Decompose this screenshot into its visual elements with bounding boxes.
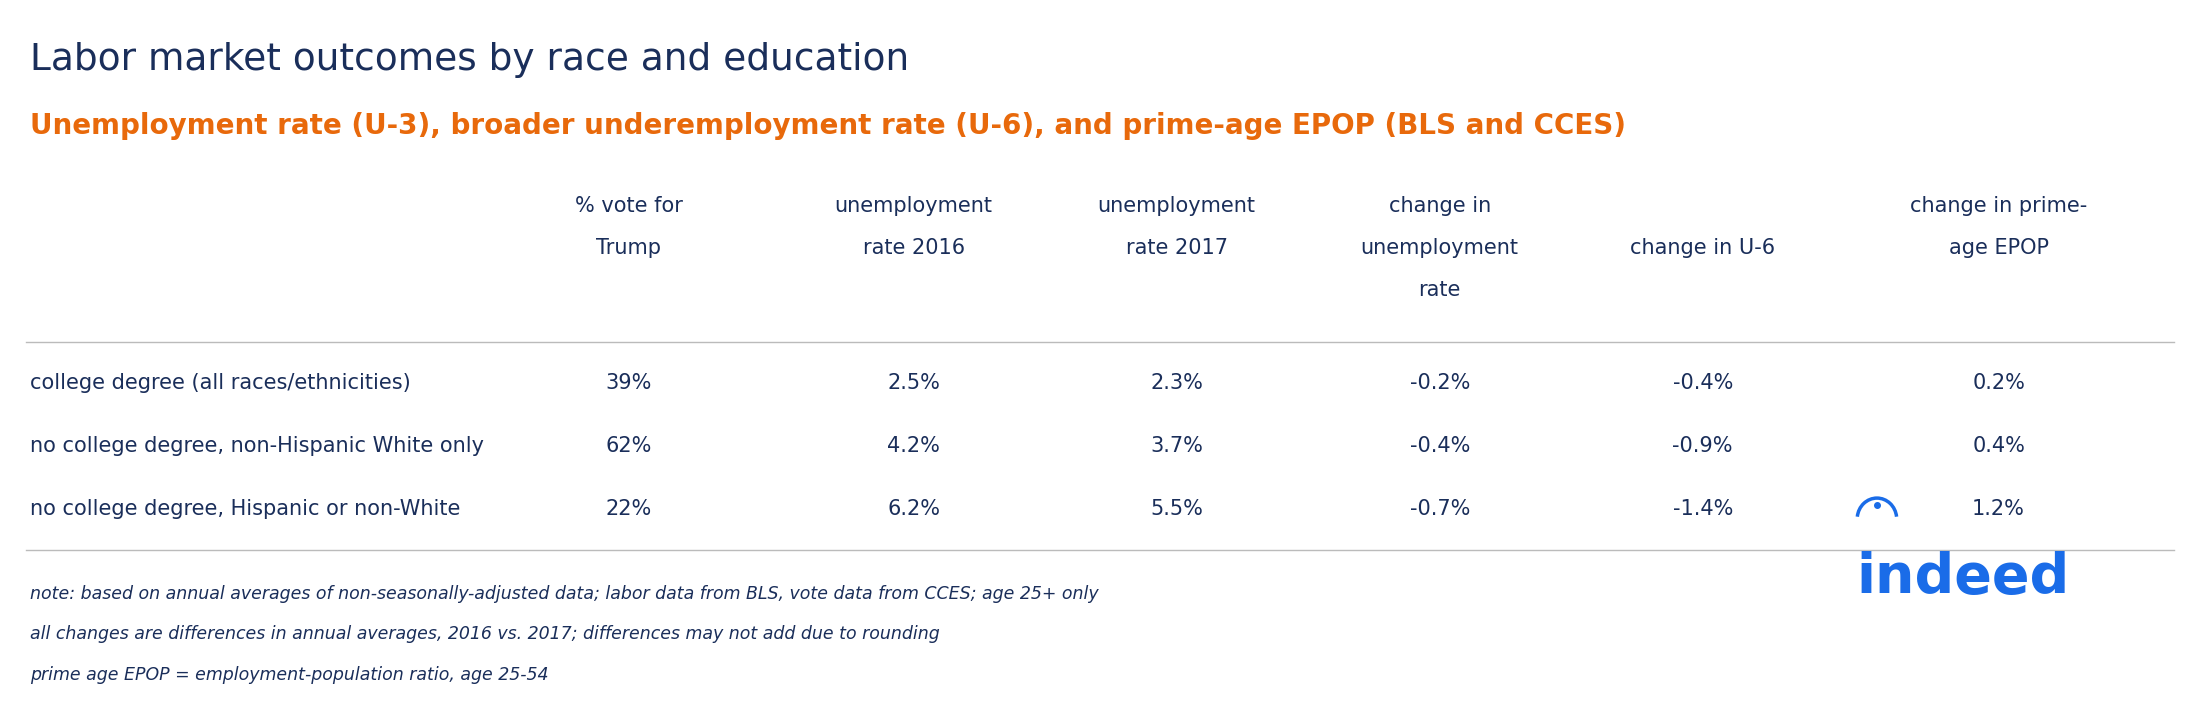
Text: 22%: 22% bbox=[605, 498, 651, 519]
Text: unemployment: unemployment bbox=[1362, 238, 1518, 258]
Text: change in: change in bbox=[1388, 196, 1492, 216]
Text: Trump: Trump bbox=[596, 238, 662, 258]
Text: -0.4%: -0.4% bbox=[1672, 373, 1734, 394]
Text: 39%: 39% bbox=[605, 373, 651, 394]
Text: % vote for: % vote for bbox=[574, 196, 682, 216]
Text: 2.3%: 2.3% bbox=[1151, 373, 1203, 394]
Text: 2.5%: 2.5% bbox=[887, 373, 939, 394]
Text: 5.5%: 5.5% bbox=[1151, 498, 1203, 519]
Text: age EPOP: age EPOP bbox=[1949, 238, 2048, 258]
Text: unemployment: unemployment bbox=[1098, 196, 1256, 216]
Text: note: based on annual averages of non-seasonally-adjusted data; labor data from : note: based on annual averages of non-se… bbox=[31, 585, 1100, 603]
Text: 0.4%: 0.4% bbox=[1971, 436, 2024, 456]
Text: all changes are differences in annual averages, 2016 vs. 2017; differences may n: all changes are differences in annual av… bbox=[31, 625, 939, 643]
Text: 6.2%: 6.2% bbox=[887, 498, 939, 519]
Text: 3.7%: 3.7% bbox=[1151, 436, 1203, 456]
Text: college degree (all races/ethnicities): college degree (all races/ethnicities) bbox=[31, 373, 411, 394]
Text: rate 2016: rate 2016 bbox=[862, 238, 966, 258]
Text: Labor market outcomes by race and education: Labor market outcomes by race and educat… bbox=[31, 42, 909, 78]
Text: 1.2%: 1.2% bbox=[1971, 498, 2024, 519]
Text: 4.2%: 4.2% bbox=[887, 436, 939, 456]
Text: prime age EPOP = employment-population ratio, age 25-54: prime age EPOP = employment-population r… bbox=[31, 666, 550, 684]
Text: -0.7%: -0.7% bbox=[1410, 498, 1470, 519]
Text: indeed: indeed bbox=[1857, 551, 2070, 605]
Text: -0.2%: -0.2% bbox=[1410, 373, 1470, 394]
Text: change in prime-: change in prime- bbox=[1910, 196, 2088, 216]
Text: no college degree, non-Hispanic White only: no college degree, non-Hispanic White on… bbox=[31, 436, 484, 456]
Text: rate: rate bbox=[1419, 279, 1461, 300]
Text: rate 2017: rate 2017 bbox=[1126, 238, 1228, 258]
Text: -0.9%: -0.9% bbox=[1672, 436, 1734, 456]
Text: no college degree, Hispanic or non-White: no college degree, Hispanic or non-White bbox=[31, 498, 460, 519]
Text: change in U-6: change in U-6 bbox=[1630, 238, 1775, 258]
Text: 0.2%: 0.2% bbox=[1971, 373, 2024, 394]
Text: 62%: 62% bbox=[605, 436, 651, 456]
Text: Unemployment rate (U-3), broader underemployment rate (U-6), and prime-age EPOP : Unemployment rate (U-3), broader underem… bbox=[31, 112, 1626, 140]
Text: -0.4%: -0.4% bbox=[1410, 436, 1470, 456]
Text: unemployment: unemployment bbox=[834, 196, 992, 216]
Text: -1.4%: -1.4% bbox=[1672, 498, 1734, 519]
